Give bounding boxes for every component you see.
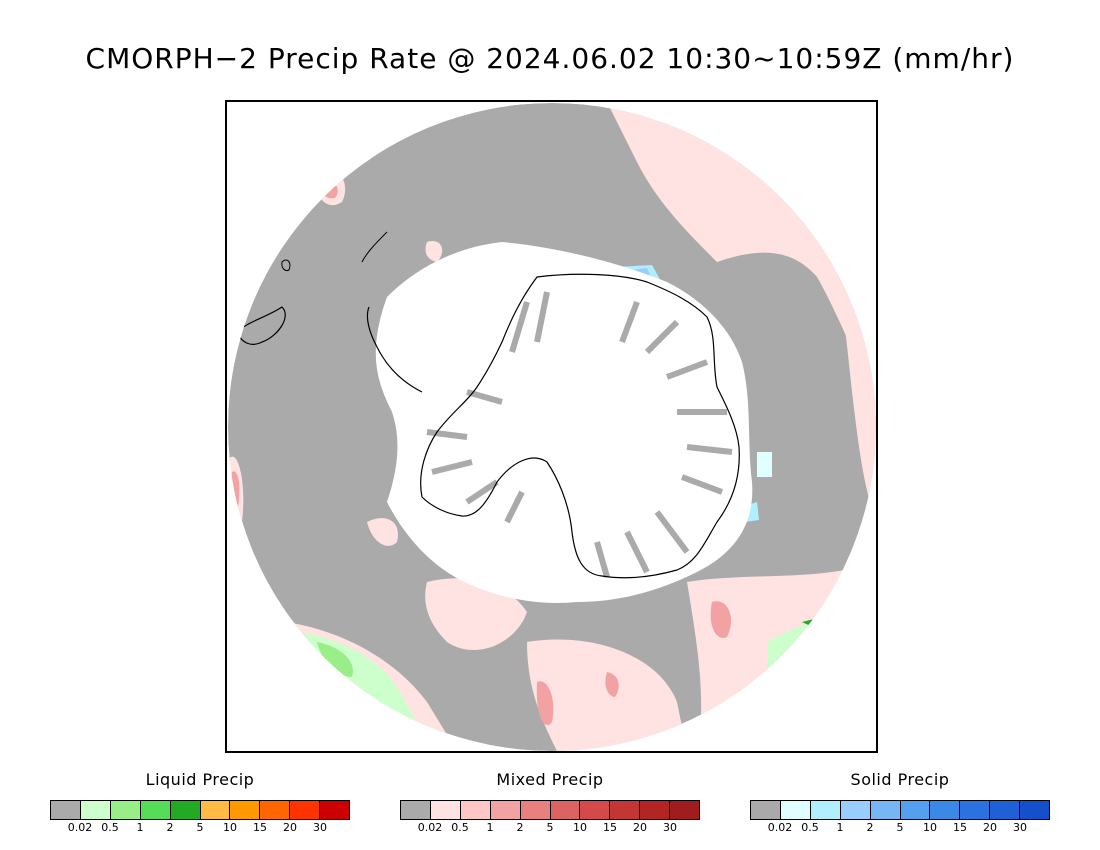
legend-tick-label: 10 xyxy=(223,821,237,834)
legend-tick-label: 10 xyxy=(573,821,587,834)
legend-swatch xyxy=(900,801,931,819)
legend-tick-label: 20 xyxy=(983,821,997,834)
legend-swatch xyxy=(751,801,781,819)
legend-solid: Solid Precip 0.02 0.5 1 2 5 10 15 20 30 xyxy=(750,770,1050,835)
legend-swatch xyxy=(401,801,431,819)
legend-color-bar xyxy=(750,800,1050,820)
legend-swatch xyxy=(610,801,641,819)
legend-swatch xyxy=(960,801,991,819)
legend-tick-label: 0.5 xyxy=(451,821,469,834)
legend-swatch xyxy=(140,801,171,819)
legend-swatch xyxy=(780,801,811,819)
legend-swatch xyxy=(170,801,201,819)
legend-swatch xyxy=(230,801,261,819)
legend-swatch xyxy=(460,801,491,819)
legend-swatch xyxy=(200,801,231,819)
legend-liquid: Liquid Precip 0.02 0.5 1 2 5 10 15 20 30 xyxy=(50,770,350,835)
legend-swatch xyxy=(550,801,581,819)
landmass-outline xyxy=(236,306,286,345)
legend-tick-label: 5 xyxy=(546,821,554,834)
legend-tick-label: 30 xyxy=(1013,821,1027,834)
legend-swatch xyxy=(430,801,461,819)
legend-ticks: 0.02 0.5 1 2 5 10 15 20 30 xyxy=(400,821,700,835)
legend-tick-label: 15 xyxy=(253,821,267,834)
legend-title: Mixed Precip xyxy=(496,770,604,789)
legend-tick-label: 2 xyxy=(166,821,174,834)
legend-swatch xyxy=(110,801,141,819)
legend-swatch xyxy=(260,801,291,819)
legend-swatch xyxy=(1020,801,1050,819)
legend-swatch xyxy=(810,801,841,819)
legend-color-bar xyxy=(400,800,700,820)
legend-tick-label: 15 xyxy=(953,821,967,834)
legend-ticks: 0.02 0.5 1 2 5 10 15 20 30 xyxy=(750,821,1050,835)
chart-title: CMORPH−2 Precip Rate @ 2024.06.02 10:30~… xyxy=(85,42,1015,75)
legend-tick-label: 0.02 xyxy=(67,821,93,834)
polar-map-frame xyxy=(225,100,878,753)
legend-tick-label: 0.5 xyxy=(801,821,819,834)
legend-tick-label: 2 xyxy=(516,821,524,834)
legend-tick-label: 0.5 xyxy=(101,821,119,834)
legend-title: Liquid Precip xyxy=(145,770,255,789)
legend-swatch xyxy=(290,801,321,819)
small-island xyxy=(281,259,291,271)
legend-mixed: Mixed Precip 0.02 0.5 1 2 5 10 15 20 30 xyxy=(400,770,700,835)
legend-swatch xyxy=(320,801,350,819)
legend-swatch xyxy=(870,801,901,819)
legend-tick-label: 10 xyxy=(923,821,937,834)
south-polar-precip-map xyxy=(228,103,876,751)
legend-swatch xyxy=(580,801,611,819)
legend-swatch xyxy=(51,801,81,819)
legend-tick-label: 20 xyxy=(283,821,297,834)
legend-tick-label: 0.02 xyxy=(417,821,443,834)
legend-tick-label: 30 xyxy=(313,821,327,834)
legend-swatch xyxy=(490,801,521,819)
legend-title: Solid Precip xyxy=(850,770,950,789)
south-america-tip xyxy=(361,231,388,263)
legend-tick-label: 30 xyxy=(663,821,677,834)
legend-swatch xyxy=(640,801,671,819)
legend-swatch xyxy=(930,801,961,819)
legend-tick-label: 1 xyxy=(136,821,144,834)
legend-swatch xyxy=(80,801,111,819)
legend-swatch xyxy=(520,801,551,819)
legend-swatch xyxy=(990,801,1021,819)
legend-tick-label: 1 xyxy=(486,821,494,834)
legend-color-bar xyxy=(50,800,350,820)
antarctic-peninsula xyxy=(366,306,423,393)
legend-ticks: 0.02 0.5 1 2 5 10 15 20 30 xyxy=(50,821,350,835)
legend-tick-label: 5 xyxy=(196,821,204,834)
legend-tick-label: 15 xyxy=(603,821,617,834)
legend-tick-label: 20 xyxy=(633,821,647,834)
antarctica-coastline xyxy=(420,273,740,579)
legend-tick-label: 2 xyxy=(866,821,874,834)
legend-swatch xyxy=(670,801,700,819)
ice-streaks xyxy=(426,291,733,578)
legend-tick-label: 0.02 xyxy=(767,821,793,834)
legend-tick-label: 5 xyxy=(896,821,904,834)
legend-swatch xyxy=(840,801,871,819)
legend-tick-label: 1 xyxy=(836,821,844,834)
